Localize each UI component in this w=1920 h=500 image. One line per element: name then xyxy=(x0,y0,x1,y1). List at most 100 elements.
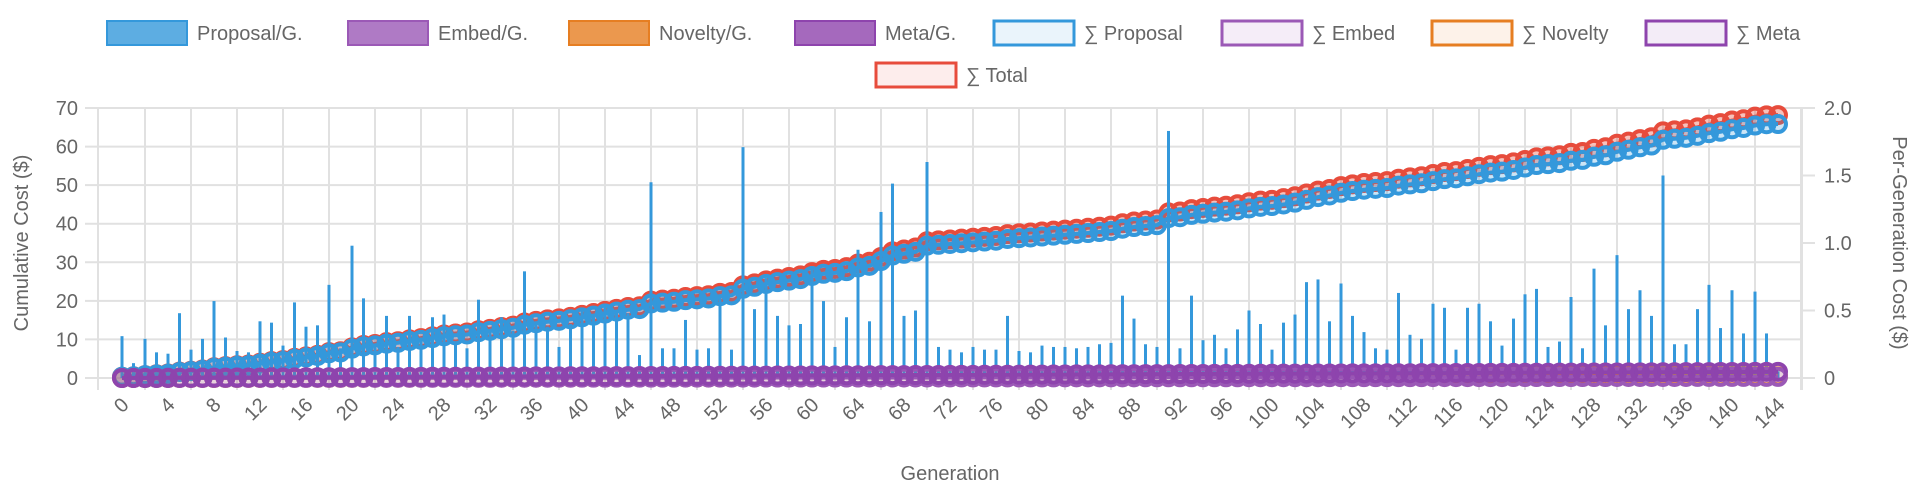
x-tick-label: 20 xyxy=(332,394,363,425)
legend-swatch xyxy=(347,20,429,46)
proposal-bar xyxy=(718,297,722,378)
cumulative-meta-line xyxy=(121,369,1779,380)
proposal-bar xyxy=(120,336,124,378)
proposal-bar xyxy=(373,344,377,378)
proposal-bar xyxy=(730,349,733,378)
x-tick-label: 52 xyxy=(700,394,731,425)
proposal-bar xyxy=(1006,315,1009,378)
x-tick-label: 104 xyxy=(1290,394,1329,433)
proposal-bar xyxy=(925,162,929,378)
proposal-bar xyxy=(339,348,342,378)
proposal-bar xyxy=(1213,334,1216,378)
proposal-bar xyxy=(1558,341,1561,378)
proposal-bar xyxy=(1707,284,1711,378)
proposal-bar xyxy=(776,315,779,378)
y-left-tick-label: 30 xyxy=(56,252,78,274)
legend-swatch xyxy=(992,19,1076,47)
y-left-tick-label: 40 xyxy=(56,214,78,236)
proposal-bar xyxy=(1466,307,1469,378)
proposal-bar xyxy=(316,325,319,378)
x-tick-label: 108 xyxy=(1336,394,1375,433)
proposal-bar xyxy=(1247,310,1251,378)
proposal-bar xyxy=(856,249,860,378)
proposal-bar xyxy=(155,352,158,378)
y-axis-left-title: Cumulative Cost ($) xyxy=(11,155,33,332)
proposal-bar xyxy=(914,310,917,378)
proposal-bar xyxy=(1374,348,1377,378)
proposal-bar xyxy=(902,315,906,378)
x-tick-label: 24 xyxy=(378,394,409,425)
proposal-bar xyxy=(764,278,768,378)
proposal-bar xyxy=(661,348,664,378)
y-axis-right-title: Per-Generation Cost ($) xyxy=(1888,136,1910,349)
proposal-bar xyxy=(1282,322,1285,378)
proposal-bar xyxy=(787,325,791,378)
x-tick-label: 72 xyxy=(930,394,961,425)
proposal-bar xyxy=(1604,325,1607,378)
proposal-bar xyxy=(1017,351,1021,378)
proposal-bar xyxy=(1719,328,1722,378)
x-tick-label: 120 xyxy=(1474,394,1513,433)
proposal-bar xyxy=(580,310,584,378)
proposal-bar xyxy=(1339,283,1343,378)
x-tick-label: 60 xyxy=(792,394,823,425)
proposal-bar xyxy=(362,298,365,378)
legend-label: ∑ Embed xyxy=(1312,23,1395,45)
legend-item: ∑ Meta xyxy=(1644,19,1801,47)
proposal-bar xyxy=(212,301,216,378)
x-tick-label: 40 xyxy=(562,394,593,425)
x-tick-label: 0 xyxy=(110,394,133,417)
legend-swatch xyxy=(1644,19,1728,47)
proposal-bar xyxy=(201,338,204,378)
proposal-bar xyxy=(810,267,814,378)
legend-item: Novelty/G. xyxy=(568,20,752,46)
proposal-bar xyxy=(1362,332,1366,378)
per-generation-bars xyxy=(120,130,1780,378)
x-tick-label: 36 xyxy=(516,394,547,425)
proposal-bar xyxy=(707,348,710,378)
proposal-bar xyxy=(1569,297,1573,378)
y-left-tick-label: 10 xyxy=(56,329,78,351)
proposal-bar xyxy=(224,337,227,378)
proposal-bar xyxy=(408,315,411,378)
y-right-tick-label: 1.0 xyxy=(1824,233,1852,255)
x-tick-label: 132 xyxy=(1612,394,1651,433)
legend-swatch xyxy=(106,20,188,46)
proposal-bar xyxy=(1477,303,1481,378)
proposal-bar xyxy=(1201,340,1205,378)
x-tick-label: 96 xyxy=(1206,394,1237,425)
legend-item: Meta/G. xyxy=(794,20,956,46)
x-tick-label: 84 xyxy=(1068,394,1099,425)
cumulative-proposal-point xyxy=(1768,114,1788,135)
x-tick-label: 128 xyxy=(1566,394,1605,433)
legend-label: Proposal/G. xyxy=(197,23,303,45)
x-tick-label: 44 xyxy=(608,394,639,425)
legend-label: ∑ Meta xyxy=(1736,23,1801,45)
proposal-bar xyxy=(431,317,434,378)
proposal-bar xyxy=(488,330,492,378)
proposal-bar xyxy=(1696,309,1699,378)
x-tick-label: 124 xyxy=(1520,394,1559,433)
proposal-bar xyxy=(1684,344,1688,378)
proposal-bar xyxy=(327,284,331,378)
proposal-bar xyxy=(879,211,883,378)
cumulative-lines-low xyxy=(112,361,1788,388)
proposal-bar xyxy=(465,348,469,378)
y-right-tick-label: 2.0 xyxy=(1824,98,1852,120)
proposal-bar xyxy=(1063,346,1067,378)
cumulative-lines xyxy=(112,105,1788,387)
proposal-bar xyxy=(1236,329,1239,378)
proposal-bar xyxy=(258,321,262,378)
proposal-bar xyxy=(1305,282,1308,378)
proposal-bar xyxy=(189,349,193,378)
y-left-tick-label: 20 xyxy=(56,291,78,313)
proposal-bar xyxy=(143,338,147,378)
proposal-bar xyxy=(1316,279,1320,378)
x-tick-label: 68 xyxy=(884,394,915,425)
proposal-bar xyxy=(1523,294,1527,378)
proposal-bar xyxy=(1109,342,1113,378)
proposal-bar xyxy=(1443,307,1446,378)
proposal-bar xyxy=(1259,324,1262,378)
proposal-bar xyxy=(948,349,952,378)
x-tick-label: 92 xyxy=(1160,394,1191,425)
